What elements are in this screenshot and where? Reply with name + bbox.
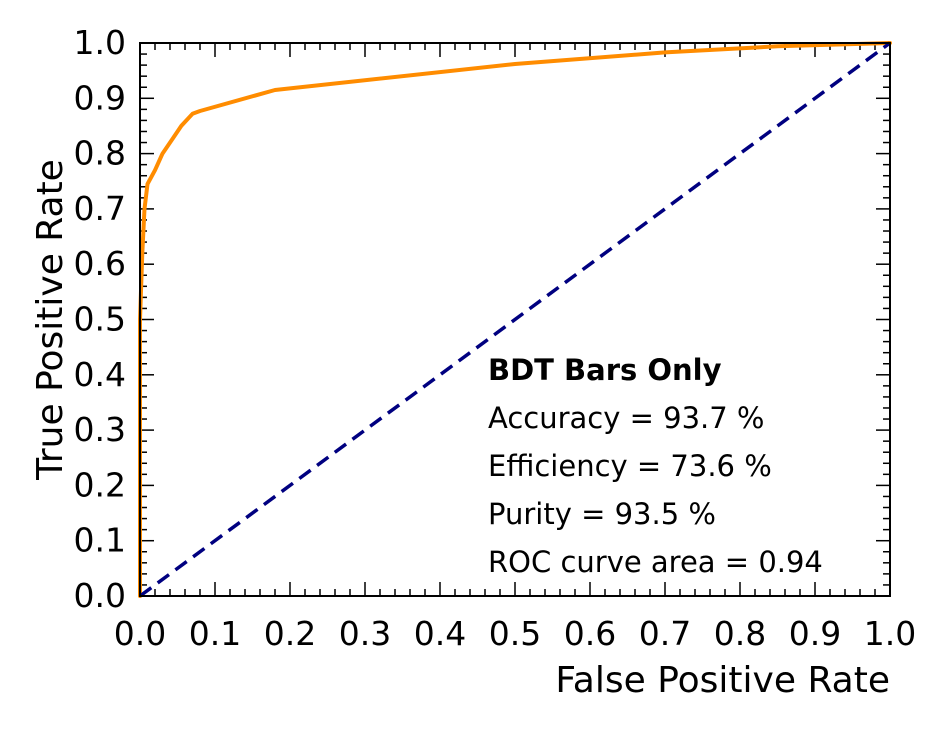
y-tick-label: 0.8: [74, 134, 126, 173]
y-axis-label: True Positive Rate: [30, 159, 71, 481]
x-axis-label: False Positive Rate: [555, 660, 890, 701]
x-tick-label: 0.7: [639, 614, 691, 653]
y-tick-label: 0.7: [74, 189, 126, 228]
y-tick-label: 1.0: [74, 23, 126, 62]
y-tick-label: 0.4: [74, 355, 126, 394]
y-tick-label: 0.6: [74, 244, 126, 283]
x-tick-label: 0.3: [339, 614, 391, 653]
x-tick-labels: 0.0 0.1 0.2 0.3 0.4 0.5 0.6 0.7 0.8 0.9 1.0: [114, 614, 916, 653]
x-tick-label: 0.8: [714, 614, 766, 653]
y-tick-label: 0.0: [74, 576, 126, 615]
y-tick-label: 0.1: [74, 521, 126, 560]
y-tick-label: 0.2: [74, 465, 126, 504]
plot-frame: [139, 42, 891, 597]
y-tick-label: 0.3: [74, 410, 126, 449]
series-layer: [138, 41, 892, 598]
axis-ticks: [139, 42, 891, 597]
annotation-efficiency: Efficiency = 73.6 %: [488, 449, 772, 483]
y-tick-label: 0.5: [74, 300, 126, 339]
x-tick-label: 0.1: [189, 614, 241, 653]
x-tick-label: 0.5: [489, 614, 541, 653]
stats-annotation: BDT Bars Only Accuracy = 93.7 % Efficien…: [488, 353, 823, 579]
y-tick-labels: 0.0 0.1 0.2 0.3 0.4 0.5 0.6 0.7 0.8 0.9 1.0: [74, 23, 126, 615]
roc-curve-line: [138, 41, 892, 598]
x-tick-label: 1.0: [864, 614, 916, 653]
annotation-accuracy: Accuracy = 93.7 %: [488, 401, 764, 435]
x-tick-label: 0.0: [114, 614, 166, 653]
chance-diagonal-line: [138, 41, 892, 598]
annotation-title: BDT Bars Only: [488, 353, 722, 387]
x-tick-label: 0.4: [414, 614, 466, 653]
x-tick-label: 0.2: [264, 614, 316, 653]
annotation-purity: Purity = 93.5 %: [488, 497, 716, 531]
y-tick-label: 0.9: [74, 78, 126, 117]
x-tick-label: 0.6: [564, 614, 616, 653]
x-tick-label: 0.9: [789, 614, 841, 653]
annotation-roc-area: ROC curve area = 0.94: [488, 545, 823, 579]
